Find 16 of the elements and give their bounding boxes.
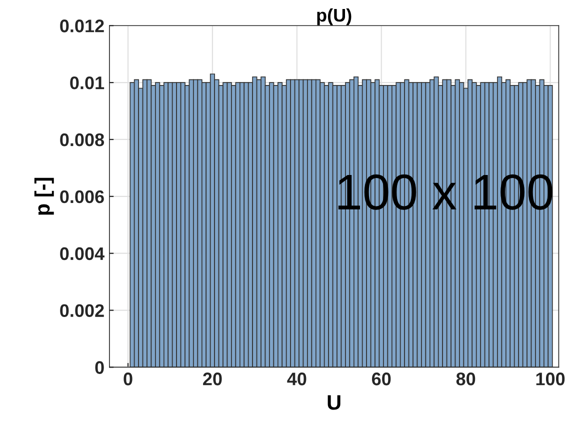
y-tick-label: 0.004 — [60, 247, 104, 260]
x-axis-title: U — [328, 395, 340, 410]
y-tick-label: 0.002 — [60, 304, 104, 318]
y-tick-label: 0.006 — [60, 190, 104, 204]
y-tick-label: 0.012 — [60, 20, 104, 32]
y-tick-label: 0.008 — [60, 133, 104, 146]
x-tick-label: 80 — [456, 372, 476, 386]
y-tick-label: 0.01 — [70, 76, 104, 90]
y-axis-title: p [-] — [34, 178, 54, 215]
x-tick-label: 100 — [536, 372, 565, 386]
x-tick-label: 40 — [287, 372, 306, 386]
x-tick-label: 0 — [124, 372, 132, 386]
x-tick-label: 20 — [203, 372, 222, 386]
y-tick-label: 0 — [95, 361, 104, 374]
x-tick-label: 60 — [372, 372, 391, 386]
chart-title: p(U) — [317, 8, 352, 26]
